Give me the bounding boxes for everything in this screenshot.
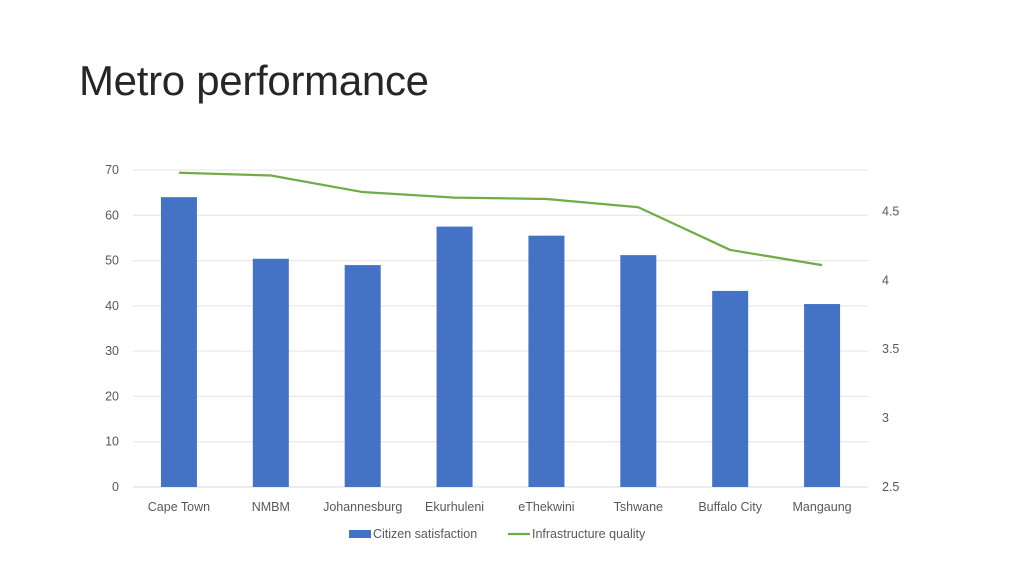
right-tick-label: 2.5 bbox=[882, 480, 899, 494]
left-axis: 0 10 20 30 40 50 60 70 bbox=[105, 163, 119, 494]
category-label: NMBM bbox=[252, 500, 290, 514]
left-tick-label: 20 bbox=[105, 389, 119, 403]
bar bbox=[436, 226, 473, 487]
left-tick-label: 10 bbox=[105, 435, 119, 449]
category-label: Tshwane bbox=[614, 500, 663, 514]
legend-label: Infrastructure quality bbox=[532, 527, 646, 541]
category-label: eThekwini bbox=[518, 500, 574, 514]
right-tick-label: 4 bbox=[882, 273, 889, 287]
bar bbox=[528, 235, 565, 487]
bar bbox=[160, 197, 197, 487]
left-tick-label: 70 bbox=[105, 163, 119, 177]
category-label: Johannesburg bbox=[323, 500, 402, 514]
right-tick-label: 3.5 bbox=[882, 342, 899, 356]
category-label: Mangaung bbox=[793, 500, 852, 514]
legend: Citizen satisfaction Infrastructure quali… bbox=[349, 527, 646, 541]
bar bbox=[712, 290, 749, 487]
bar bbox=[620, 255, 657, 487]
category-label: Buffalo City bbox=[698, 500, 762, 514]
line-series bbox=[178, 171, 823, 267]
slide-title: Metro performance bbox=[79, 57, 429, 104]
bar bbox=[252, 258, 289, 487]
left-tick-label: 0 bbox=[112, 480, 119, 494]
bar-series bbox=[160, 197, 841, 487]
left-tick-label: 40 bbox=[105, 299, 119, 313]
left-tick-label: 60 bbox=[105, 208, 119, 222]
series-line bbox=[178, 171, 823, 267]
bar bbox=[344, 265, 381, 487]
left-tick-label: 30 bbox=[105, 344, 119, 358]
legend-label: Citizen satisfaction bbox=[373, 527, 477, 541]
left-tick-label: 50 bbox=[105, 254, 119, 268]
category-label: Ekurhuleni bbox=[425, 500, 484, 514]
right-axis: 2.5 3 3.5 4 4.5 bbox=[882, 204, 899, 494]
right-tick-label: 3 bbox=[882, 411, 889, 425]
bar bbox=[804, 304, 841, 487]
gridlines bbox=[133, 169, 868, 488]
x-axis: Cape Town NMBM Johannesburg Ekurhuleni eThek… bbox=[148, 500, 852, 514]
category-label: Cape Town bbox=[148, 500, 210, 514]
legend-swatch-bar bbox=[349, 530, 371, 538]
right-tick-label: 4.5 bbox=[882, 204, 899, 218]
